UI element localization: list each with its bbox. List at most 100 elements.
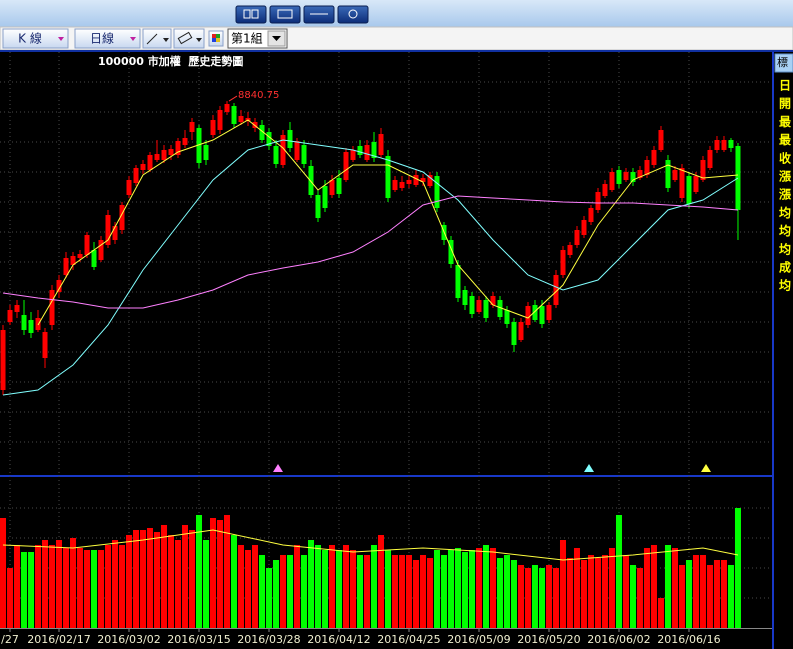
help-button[interactable] xyxy=(337,5,369,24)
candle-body xyxy=(406,180,412,184)
candle-body xyxy=(392,180,398,190)
candle-body xyxy=(532,305,538,320)
volume-bar xyxy=(552,568,559,628)
candle-body xyxy=(161,150,167,160)
volume-bar xyxy=(622,555,629,628)
side-label: 均 xyxy=(779,278,791,293)
volume-bar xyxy=(384,550,391,628)
volume-bar xyxy=(426,558,433,628)
candle-body xyxy=(630,172,636,182)
volume-bar xyxy=(140,530,147,628)
candle-body xyxy=(518,322,524,340)
icon xyxy=(251,9,259,19)
candle-body xyxy=(448,240,454,264)
dropdown-arrow xyxy=(272,36,281,41)
candle-body xyxy=(567,245,573,255)
volume-bar xyxy=(314,545,321,628)
k-line-button[interactable] xyxy=(2,28,69,49)
volume-bar xyxy=(398,555,405,628)
icon xyxy=(216,38,220,42)
x-tick-label: 2016/06/02 xyxy=(587,633,650,646)
candle-body xyxy=(490,296,496,305)
chart-title: 100000 市加權 歷史走勢圖 xyxy=(98,54,243,68)
volume-bar xyxy=(84,550,91,628)
x-tick-label: 2016/05/09 xyxy=(447,633,510,646)
volume-bar xyxy=(482,545,489,628)
candle-body xyxy=(511,322,517,345)
candle-body xyxy=(371,142,377,158)
candle-body xyxy=(336,178,342,194)
candle-body xyxy=(91,250,97,267)
volume-bar xyxy=(175,540,182,628)
draw-line-button[interactable] xyxy=(142,28,172,49)
moving-average xyxy=(2,195,739,309)
candle-body xyxy=(63,258,69,275)
candle-body xyxy=(231,106,237,124)
x-tick-label: 2016/03/28 xyxy=(237,633,300,646)
candle-body xyxy=(35,318,41,330)
dropdown-arrow xyxy=(196,38,202,42)
candle-body xyxy=(126,180,132,195)
volume-bar xyxy=(566,558,573,628)
volume-bar xyxy=(370,545,377,628)
candle-body xyxy=(350,150,356,160)
candle-body xyxy=(609,172,615,190)
volume-bar xyxy=(412,560,419,628)
period-button[interactable] xyxy=(74,28,141,49)
volume-bar xyxy=(692,555,699,628)
volume-bar xyxy=(454,548,461,628)
candle-body xyxy=(693,176,699,192)
side-label: 日 xyxy=(779,79,791,93)
candle-body xyxy=(364,145,370,160)
candle-body xyxy=(238,116,244,122)
volume-bar xyxy=(161,525,168,628)
volume-bar xyxy=(594,558,601,628)
volume-bar xyxy=(196,515,203,628)
volume-bar xyxy=(356,555,363,628)
candle-body xyxy=(588,208,594,222)
candle-body xyxy=(560,250,566,275)
volume-bar xyxy=(28,552,35,628)
signal-marker xyxy=(273,464,283,472)
candle-body xyxy=(476,300,482,312)
x-tick-label: 2016/03/15 xyxy=(167,633,230,646)
volume-bar xyxy=(119,545,126,628)
candle-body xyxy=(322,186,328,208)
side-label: 漲 xyxy=(779,187,792,202)
candle-body xyxy=(14,305,20,312)
volume-bar xyxy=(720,560,727,628)
title-bar xyxy=(0,0,793,27)
candle-body xyxy=(434,176,440,208)
volume-bar xyxy=(279,555,286,628)
volume-bar xyxy=(293,545,300,628)
side-label: 漲 xyxy=(779,169,792,184)
volume-bar xyxy=(405,555,412,628)
volume-bar xyxy=(587,555,594,628)
candle-body xyxy=(287,130,293,148)
icon xyxy=(212,38,216,42)
side-tab[interactable] xyxy=(774,53,793,73)
moving-average xyxy=(37,119,739,326)
candle-body xyxy=(21,315,27,330)
x-tick-label: 2016/06/16 xyxy=(657,633,720,646)
annotation-leader xyxy=(228,95,238,102)
candle-body xyxy=(280,135,286,165)
layout-button[interactable] xyxy=(235,5,267,24)
volume-bar xyxy=(468,550,475,628)
button-label: 日線 xyxy=(90,31,114,46)
volume-bar xyxy=(608,548,615,628)
candle-body xyxy=(385,156,391,198)
candle-body xyxy=(581,220,587,235)
side-label: 開 xyxy=(779,97,791,111)
volume-bar xyxy=(7,568,14,628)
candle-body xyxy=(343,152,349,180)
side-label: 成 xyxy=(779,260,791,275)
volume-bar xyxy=(377,535,384,628)
volume-bar xyxy=(559,540,566,628)
candle-body xyxy=(637,170,643,178)
side-label: 收 xyxy=(779,150,791,165)
volume-bar xyxy=(245,550,252,628)
window-button[interactable] xyxy=(269,5,301,24)
volume-bar xyxy=(727,565,734,628)
candle-body xyxy=(189,122,195,132)
